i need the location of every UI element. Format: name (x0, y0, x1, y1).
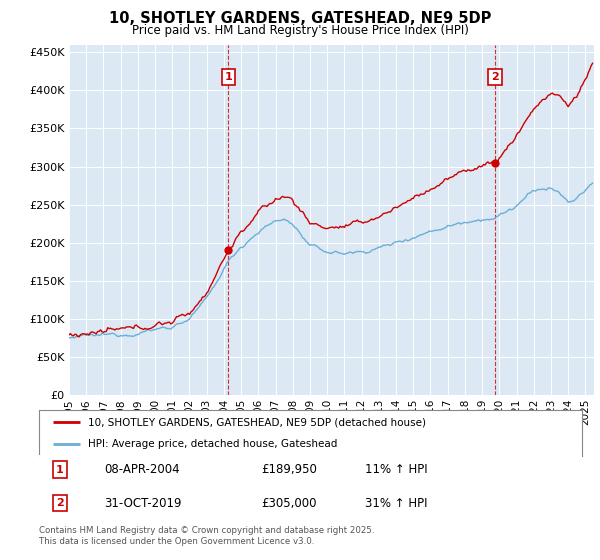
Text: 31-OCT-2019: 31-OCT-2019 (104, 497, 182, 510)
Text: £189,950: £189,950 (262, 463, 317, 476)
Text: 11% ↑ HPI: 11% ↑ HPI (365, 463, 427, 476)
Text: 08-APR-2004: 08-APR-2004 (104, 463, 180, 476)
Text: Contains HM Land Registry data © Crown copyright and database right 2025.
This d: Contains HM Land Registry data © Crown c… (39, 526, 374, 546)
Text: 2: 2 (491, 72, 499, 82)
Text: 10, SHOTLEY GARDENS, GATESHEAD, NE9 5DP (detached house): 10, SHOTLEY GARDENS, GATESHEAD, NE9 5DP … (88, 417, 426, 427)
Text: HPI: Average price, detached house, Gateshead: HPI: Average price, detached house, Gate… (88, 439, 337, 449)
Text: 1: 1 (224, 72, 232, 82)
Text: 2: 2 (56, 498, 64, 508)
Text: Price paid vs. HM Land Registry's House Price Index (HPI): Price paid vs. HM Land Registry's House … (131, 24, 469, 37)
Text: 1: 1 (56, 464, 64, 474)
Text: 31% ↑ HPI: 31% ↑ HPI (365, 497, 427, 510)
Text: 10, SHOTLEY GARDENS, GATESHEAD, NE9 5DP: 10, SHOTLEY GARDENS, GATESHEAD, NE9 5DP (109, 11, 491, 26)
Text: £305,000: £305,000 (262, 497, 317, 510)
